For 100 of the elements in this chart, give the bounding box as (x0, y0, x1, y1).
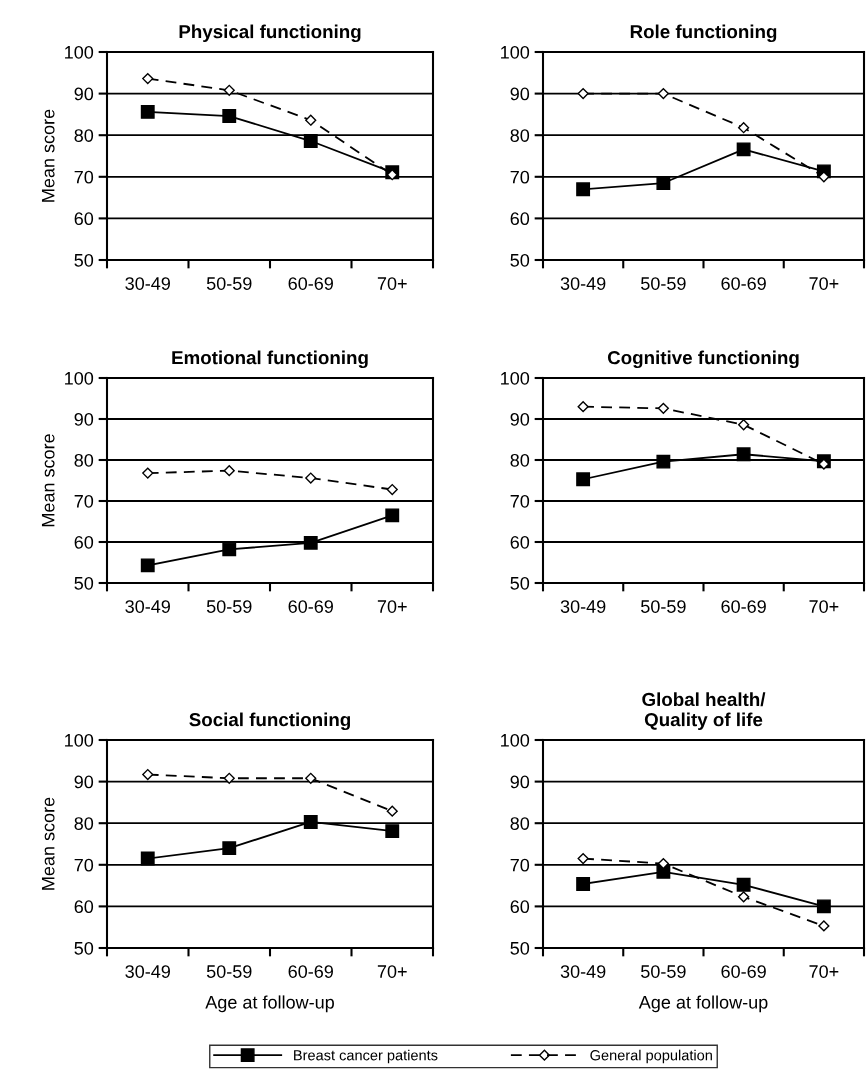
y-tick-label: 90 (74, 87, 94, 101)
point (140, 104, 155, 119)
chart-title: Physical functioning (179, 24, 361, 43)
y-tick-label: 70 (74, 170, 94, 184)
x-tick-label: 30-49 (560, 600, 606, 613)
y-tick-label: 100 (501, 371, 530, 385)
y-tick-label: 60 (74, 212, 94, 226)
point (222, 841, 237, 856)
y-tick-label: 60 (74, 535, 94, 549)
y-tick-label: 100 (65, 371, 94, 385)
y-tick-label: 80 (510, 453, 530, 467)
point (657, 402, 669, 414)
x-tick-label: 60-69 (288, 600, 333, 613)
chart-title: Role functioning (630, 24, 777, 43)
point (385, 824, 400, 839)
y-tick-label: 70 (510, 494, 530, 508)
y-tick-label: 60 (510, 212, 530, 226)
point (736, 142, 751, 157)
y-tick-label: 70 (510, 858, 530, 872)
point (577, 401, 589, 413)
point (222, 109, 237, 124)
y-tick-label: 90 (510, 87, 530, 101)
y-tick-label: 60 (510, 535, 530, 549)
y-tick-label: 80 (510, 129, 530, 142)
x-tick-label: 70+ (809, 277, 839, 290)
y-tick-label: 80 (74, 817, 94, 830)
x-tick-label: 70+ (377, 277, 407, 290)
x-tick-label: 60-69 (721, 600, 766, 613)
y-tick-label: 60 (510, 900, 530, 914)
y-tick-label: 50 (74, 253, 94, 267)
point (305, 772, 317, 784)
point (142, 73, 154, 85)
y-tick-label: 70 (74, 494, 94, 508)
point (576, 182, 591, 197)
x-tick-label: 50-59 (641, 965, 686, 978)
y-tick-label: 50 (74, 941, 94, 955)
point (576, 876, 591, 891)
y-axis-title: Mean score (41, 434, 55, 527)
y-tick-label: 100 (65, 733, 94, 747)
point (577, 87, 589, 100)
x-tick-label: 50-59 (206, 600, 252, 613)
point (142, 768, 154, 781)
point (736, 877, 751, 892)
legend-label: General population (590, 1049, 712, 1064)
point (305, 114, 317, 126)
y-tick-label: 90 (74, 775, 94, 789)
point (223, 465, 235, 477)
y-tick-label: 50 (510, 941, 530, 955)
x-tick-label: 60-69 (721, 965, 766, 978)
point (816, 899, 831, 914)
point (738, 419, 750, 431)
y-axis-title: Mean score (41, 109, 55, 202)
point (738, 891, 750, 903)
point (303, 535, 318, 550)
point (222, 542, 237, 557)
x-tick-label: 30-49 (125, 600, 170, 613)
y-axis-title: Mean score (41, 797, 55, 890)
point (305, 472, 317, 484)
x-tick-label: 60-69 (721, 277, 766, 290)
point (656, 864, 671, 879)
point (738, 122, 750, 134)
point (303, 815, 318, 829)
y-tick-label: 50 (510, 253, 530, 267)
x-tick-label: 30-49 (560, 965, 606, 978)
x-axis-title: Age at follow-up (205, 995, 334, 1013)
y-tick-label: 80 (74, 453, 94, 467)
point (576, 472, 591, 487)
y-tick-label: 90 (510, 412, 530, 426)
y-tick-label: 100 (65, 45, 94, 59)
point (657, 87, 669, 100)
point (140, 851, 155, 866)
x-tick-label: 70+ (809, 965, 839, 978)
legend-label: Breast cancer patients (294, 1049, 438, 1064)
point (140, 558, 155, 573)
point (577, 852, 589, 865)
x-tick-label: 50-59 (641, 277, 686, 290)
point (223, 772, 235, 784)
chart-title: Global health/ Quality of life (642, 692, 766, 730)
y-tick-label: 60 (74, 900, 94, 914)
point (386, 483, 398, 496)
point (142, 467, 154, 479)
point (223, 84, 235, 96)
point (385, 508, 400, 523)
chart-title: Cognitive functioning (607, 350, 799, 369)
x-tick-label: 30-49 (125, 965, 170, 978)
y-tick-label: 80 (74, 129, 94, 142)
x-tick-label: 70+ (377, 965, 407, 978)
x-tick-label: 30-49 (125, 277, 170, 290)
point (386, 805, 398, 817)
x-tick-label: 60-69 (288, 965, 333, 978)
y-tick-label: 100 (501, 733, 530, 747)
y-tick-label: 90 (74, 412, 94, 426)
x-tick-label: 50-59 (641, 600, 686, 613)
x-tick-label: 30-49 (560, 277, 606, 290)
x-tick-label: 70+ (377, 600, 407, 613)
y-tick-label: 50 (74, 576, 94, 590)
y-tick-label: 50 (510, 576, 530, 590)
point (656, 176, 671, 190)
point (736, 447, 751, 462)
y-tick-label: 90 (510, 775, 530, 789)
